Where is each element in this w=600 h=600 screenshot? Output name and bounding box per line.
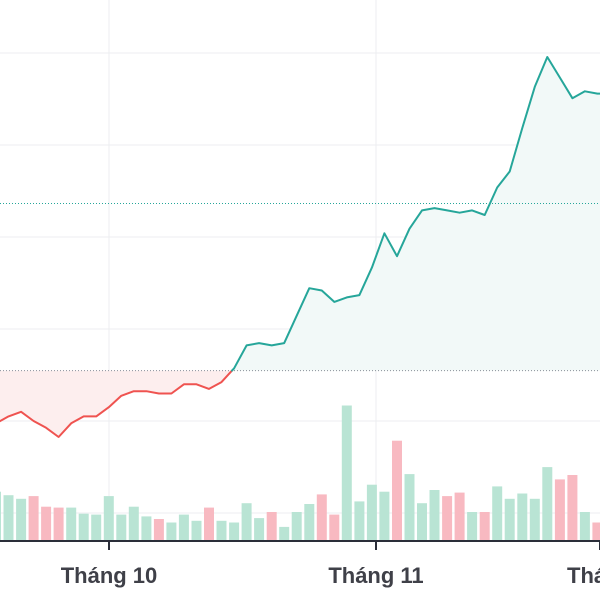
volume-bar: [41, 506, 52, 541]
above-baseline-area: [232, 57, 600, 371]
volume-bar: [91, 514, 102, 541]
volume-bar: [529, 498, 540, 541]
volume-bar: [517, 493, 528, 541]
reference-lines: [0, 203, 600, 372]
x-tick-label-october: Tháng 10: [61, 563, 158, 588]
volume-bar: [479, 512, 490, 541]
volume-bar: [492, 486, 503, 541]
volume-bar: [442, 496, 453, 541]
volume-bar: [417, 503, 427, 541]
volume-bar: [53, 507, 64, 541]
volume-bar: [454, 492, 465, 541]
price-line: [0, 56, 600, 438]
volume-bar: [404, 474, 415, 541]
volume-bar: [304, 504, 315, 541]
volume-bar: [241, 503, 252, 541]
below-baseline-area: [0, 370, 232, 437]
volume-bar: [592, 522, 600, 541]
volume-bar: [291, 512, 302, 541]
volume-bar: [329, 514, 340, 541]
volume-bar: [341, 405, 352, 541]
volume-bar: [467, 512, 478, 541]
volume-bar: [354, 501, 365, 541]
volume-bar: [178, 514, 189, 541]
volume-bar: [3, 495, 14, 541]
volume-bar: [379, 491, 390, 541]
volume-bar: [279, 526, 290, 541]
volume-bar: [66, 507, 77, 541]
volume-bar: [78, 513, 89, 541]
volume-bar: [579, 512, 590, 541]
volume-bar: [316, 494, 327, 541]
volume-bar: [16, 498, 27, 541]
volume-bar: [204, 507, 214, 541]
volume-bar: [28, 496, 39, 541]
volume-bar: [254, 518, 265, 541]
volume-bar: [216, 520, 227, 541]
volume-bar: [153, 519, 164, 541]
volume-bar: [191, 520, 202, 541]
price-line-below-baseline: [0, 369, 233, 438]
volume-bar: [229, 522, 240, 541]
volume-bar: [141, 516, 152, 541]
volume-bar: [103, 496, 114, 541]
volume-bar: [266, 512, 277, 541]
volume-bar: [542, 467, 553, 541]
volume-bar: [504, 498, 515, 541]
volume-bar: [567, 475, 578, 541]
price-line-above-baseline: [231, 56, 600, 372]
volume-bar: [128, 506, 139, 541]
volume-bar: [116, 514, 127, 541]
x-tick-label-november: Tháng 11: [328, 563, 423, 588]
volume-bar: [429, 490, 440, 541]
x-axis-ticks: Tháng 10 Tháng 11 Tháng 12: [61, 541, 600, 588]
volume-bar: [554, 479, 565, 541]
volume-bar: [392, 440, 402, 541]
volume-bar: [0, 491, 1, 541]
x-tick-label-december: Tháng 12: [567, 563, 600, 588]
volume-bar: [366, 484, 377, 541]
volume-bars: [0, 405, 600, 541]
volume-bar: [166, 522, 177, 541]
price-area-fills: [0, 57, 600, 437]
